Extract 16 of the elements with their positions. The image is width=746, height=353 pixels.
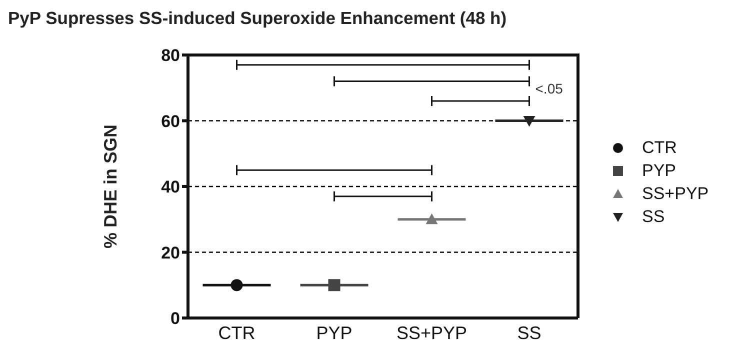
y-tick-label: 80: [161, 46, 180, 66]
y-tick-label: 0: [170, 309, 180, 328]
legend-label: SS: [642, 206, 665, 226]
annotation: <.05: [535, 80, 564, 96]
y-axis-title: % DHE in SGN: [100, 124, 120, 249]
x-tick-label: SS: [517, 322, 542, 343]
chart-title: PyP Supresses SS-induced Superoxide Enhancement (48 h): [8, 8, 508, 30]
legend-label: CTR: [642, 138, 677, 158]
legend-label: SS+PYP: [642, 184, 709, 204]
legend-label: PYP: [642, 160, 676, 180]
y-tick-label: 40: [161, 178, 180, 197]
y-tick-label: 20: [161, 243, 180, 262]
x-tick-label: PYP: [316, 322, 352, 343]
y-tick-label: 60: [161, 112, 180, 131]
x-tick-label: CTR: [218, 322, 256, 343]
x-tick-label: SS+PYP: [396, 322, 468, 343]
